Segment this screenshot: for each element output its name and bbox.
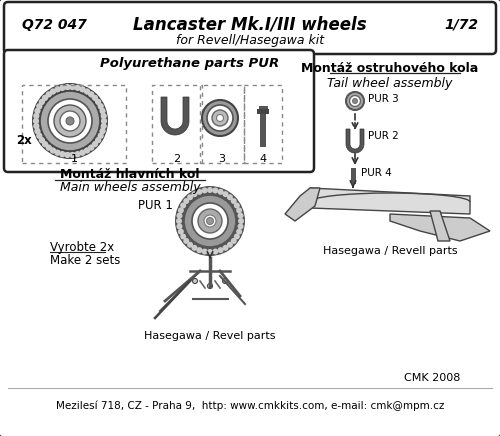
Circle shape [33, 118, 39, 124]
Circle shape [178, 208, 184, 213]
Text: 1: 1 [70, 154, 78, 164]
Circle shape [34, 128, 40, 134]
Polygon shape [346, 129, 364, 153]
Text: 2: 2 [174, 154, 180, 164]
Circle shape [95, 137, 102, 143]
FancyBboxPatch shape [260, 111, 266, 147]
Circle shape [236, 208, 242, 213]
Circle shape [36, 133, 43, 139]
Circle shape [54, 105, 86, 137]
Circle shape [192, 203, 228, 239]
Text: 2x: 2x [16, 133, 32, 146]
Text: PUR 2: PUR 2 [368, 131, 399, 141]
Circle shape [184, 198, 190, 204]
Text: Tail wheel assembly: Tail wheel assembly [328, 76, 452, 89]
Circle shape [352, 99, 358, 103]
Polygon shape [285, 188, 320, 221]
Circle shape [54, 150, 61, 156]
Circle shape [230, 198, 236, 204]
Circle shape [40, 91, 100, 151]
Circle shape [101, 118, 107, 124]
Circle shape [46, 91, 52, 98]
Circle shape [207, 187, 213, 193]
Circle shape [50, 89, 56, 95]
Circle shape [207, 105, 233, 131]
Circle shape [227, 194, 233, 200]
Circle shape [88, 144, 94, 151]
Circle shape [92, 95, 98, 101]
Circle shape [95, 99, 102, 105]
Circle shape [70, 84, 75, 90]
Circle shape [192, 245, 198, 251]
Circle shape [196, 247, 202, 253]
Circle shape [70, 152, 75, 158]
Circle shape [222, 245, 228, 251]
FancyBboxPatch shape [257, 109, 269, 114]
Circle shape [234, 202, 240, 208]
Text: CMK 2008: CMK 2008 [404, 373, 460, 383]
Circle shape [184, 238, 190, 244]
Circle shape [64, 84, 70, 90]
Circle shape [230, 238, 236, 244]
Polygon shape [430, 211, 450, 241]
Circle shape [176, 213, 182, 218]
Text: Hasegawa / Revell parts: Hasegawa / Revell parts [322, 246, 458, 256]
Circle shape [33, 113, 40, 119]
Text: Make 2 sets: Make 2 sets [50, 253, 120, 266]
Circle shape [38, 137, 45, 143]
Circle shape [198, 209, 222, 233]
Text: Mezilesí 718, CZ - Praha 9,  http: www.cmkkits.com, e-mail: cmk@mpm.cz: Mezilesí 718, CZ - Praha 9, http: www.cm… [56, 401, 444, 411]
Circle shape [202, 187, 207, 194]
Circle shape [192, 191, 198, 197]
Text: PUR 1: PUR 1 [138, 200, 172, 212]
Circle shape [196, 189, 202, 195]
Circle shape [180, 234, 186, 239]
Circle shape [187, 242, 193, 248]
Text: for Revell/Hasegawa kit: for Revell/Hasegawa kit [176, 34, 324, 48]
Circle shape [48, 99, 92, 143]
Circle shape [88, 91, 94, 98]
Circle shape [227, 242, 233, 248]
Text: 3: 3 [218, 154, 226, 164]
Text: Main wheels assembly: Main wheels assembly [60, 181, 200, 194]
Circle shape [212, 187, 218, 194]
Circle shape [346, 92, 364, 110]
Circle shape [33, 123, 40, 129]
Polygon shape [161, 97, 189, 135]
FancyBboxPatch shape [350, 168, 356, 184]
Text: Lancaster Mk.I/III wheels: Lancaster Mk.I/III wheels [133, 16, 367, 34]
Polygon shape [310, 188, 470, 214]
Text: 1/72: 1/72 [444, 18, 478, 32]
Circle shape [234, 234, 240, 239]
Circle shape [184, 195, 236, 247]
Circle shape [46, 144, 52, 151]
Circle shape [178, 228, 184, 235]
Text: PUR 3: PUR 3 [368, 94, 399, 104]
Circle shape [100, 113, 107, 119]
Circle shape [206, 218, 214, 225]
Circle shape [204, 215, 216, 227]
Circle shape [79, 150, 86, 156]
Text: Hasegawa / Revel parts: Hasegawa / Revel parts [144, 331, 276, 341]
Circle shape [238, 223, 244, 229]
Circle shape [98, 103, 104, 109]
Circle shape [236, 228, 242, 235]
Circle shape [59, 151, 66, 157]
Circle shape [79, 86, 86, 92]
FancyBboxPatch shape [258, 106, 268, 109]
Text: Polyurethane parts PUR: Polyurethane parts PUR [100, 58, 280, 71]
Circle shape [42, 141, 48, 147]
Circle shape [202, 100, 238, 136]
Circle shape [207, 249, 213, 255]
Text: Q72 047: Q72 047 [22, 18, 87, 32]
Circle shape [192, 279, 198, 283]
Circle shape [202, 249, 207, 255]
Circle shape [218, 189, 224, 195]
Circle shape [38, 99, 45, 105]
Text: PUR 4: PUR 4 [361, 168, 392, 178]
Circle shape [180, 202, 186, 208]
Circle shape [64, 152, 70, 158]
Circle shape [238, 213, 244, 218]
Circle shape [100, 128, 105, 134]
